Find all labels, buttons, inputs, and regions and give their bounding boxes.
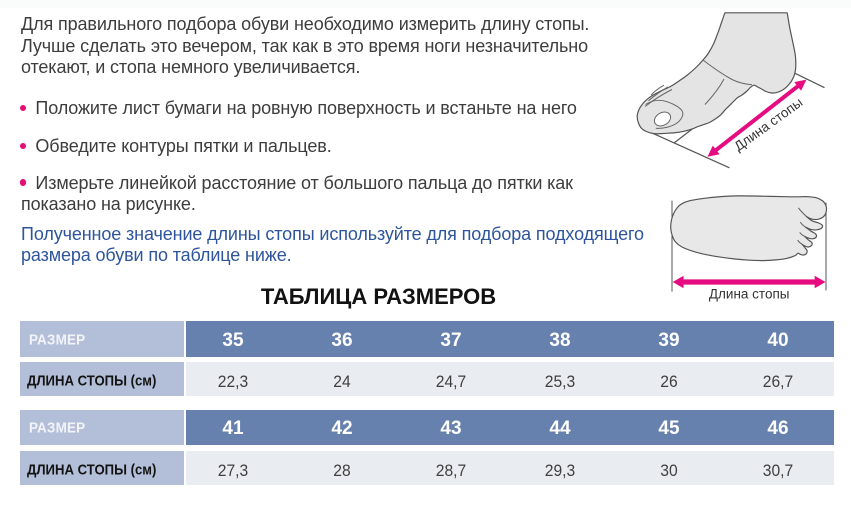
svg-text:Длина стопы: Длина стопы <box>731 95 805 154</box>
svg-text:Длина стопы: Длина стопы <box>709 287 790 302</box>
